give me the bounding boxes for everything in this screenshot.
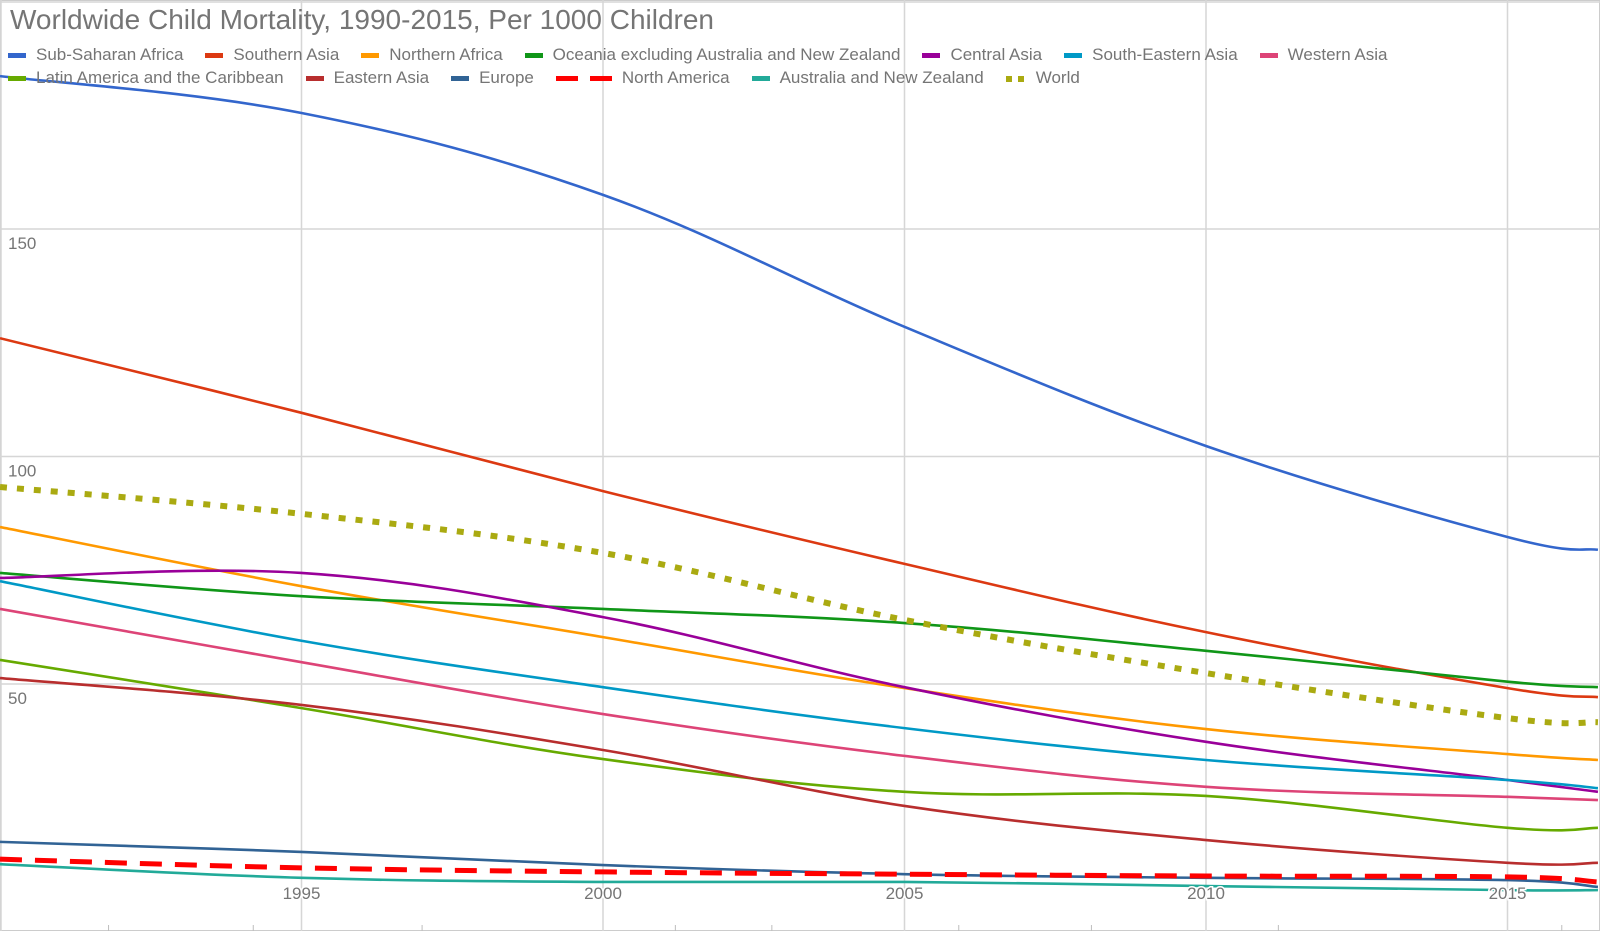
x-tick-label: 2000 xyxy=(584,884,622,903)
legend-swatch xyxy=(1064,52,1083,58)
chart-title: Worldwide Child Mortality, 1990-2015, Pe… xyxy=(10,4,714,35)
legend-swatch xyxy=(205,52,224,58)
series-line-south-eastern-asia xyxy=(0,579,1599,790)
series-line-eastern-asia xyxy=(0,676,1598,866)
legend-label: Sub-Saharan Africa xyxy=(36,45,184,64)
legend-item[interactable]: Oceania excluding Australia and New Zeal… xyxy=(524,45,901,65)
series-line-world xyxy=(0,483,1599,727)
legend-item[interactable]: Latin America and the Caribbean xyxy=(8,68,284,88)
legend-label: Latin America and the Caribbean xyxy=(36,68,284,87)
legend-item[interactable]: Sub-Saharan Africa xyxy=(8,45,183,65)
legend-swatch xyxy=(524,52,543,58)
series-line-southern-asia xyxy=(0,336,1599,699)
legend-label: South-Eastern Asia xyxy=(1092,45,1238,64)
series-line-europe xyxy=(0,840,1599,889)
series-line-sub-saharan-africa xyxy=(0,74,1599,552)
legend-label: Western Asia xyxy=(1287,45,1388,64)
x-tick-label: 2015 xyxy=(1489,884,1527,903)
legend-item[interactable]: Western Asia xyxy=(1259,45,1388,65)
series-line-central-asia xyxy=(0,569,1599,794)
legend-label: North America xyxy=(621,68,730,87)
legend-swatch xyxy=(451,75,470,81)
legend-item[interactable]: Central Asia xyxy=(922,45,1042,65)
legend-label: Australia and New Zealand xyxy=(779,68,984,87)
series-line-latin-america-and-the-caribbean xyxy=(0,658,1598,832)
legend-row-2: Latin America and the Caribbean Eastern A… xyxy=(8,68,1102,88)
legend-swatch xyxy=(751,75,770,81)
legend-label: Europe xyxy=(479,68,534,87)
legend-item[interactable]: North America xyxy=(555,68,730,88)
legend-swatch xyxy=(1259,52,1278,58)
series-line-north-america xyxy=(0,856,1599,885)
legend-item[interactable]: Southern Asia xyxy=(205,45,339,65)
legend-row-1: Sub-Saharan Africa Southern Asia Northern … xyxy=(8,45,1410,65)
y-axis-ticks: 50 100 150 xyxy=(8,234,36,708)
x-axis-ticks: 1995 2000 2005 2010 2015 xyxy=(281,883,1528,905)
legend-swatch xyxy=(8,52,26,58)
y-tick-label: 100 xyxy=(8,462,36,481)
y-tick-label: 150 xyxy=(8,234,36,253)
legend-label: Oceania excluding Australia and New Zeal… xyxy=(552,45,901,64)
legend-item[interactable]: Europe xyxy=(451,68,534,88)
legend-swatch xyxy=(555,75,612,81)
legend-swatch xyxy=(305,75,324,81)
legend-label: World xyxy=(1035,68,1080,87)
legend-item[interactable]: Eastern Asia xyxy=(305,68,430,88)
x-tick-label: 2005 xyxy=(886,884,924,903)
legend-swatch xyxy=(1005,75,1026,82)
legend-swatch xyxy=(922,52,941,58)
series-line-oceania-excluding-australia-and-new-zealand xyxy=(0,571,1599,689)
legend-swatch xyxy=(361,52,380,58)
legend-label: Central Asia xyxy=(950,45,1043,64)
series-line-western-asia xyxy=(0,607,1598,802)
legend-item[interactable]: World xyxy=(1005,68,1080,88)
series-line-australia-and-new-zealand xyxy=(0,862,1598,892)
legend-item[interactable]: South-Eastern Asia xyxy=(1064,45,1238,65)
x-tick-label: 1995 xyxy=(283,884,321,903)
legend-swatch xyxy=(8,75,26,81)
series-lines xyxy=(0,74,1599,892)
legend-label: Eastern Asia xyxy=(333,68,430,87)
series-line-northern-africa xyxy=(0,525,1599,762)
legend-label: Northern Africa xyxy=(389,45,503,64)
y-tick-label: 50 xyxy=(8,689,27,708)
legend-label: Southern Asia xyxy=(233,45,340,64)
legend-item[interactable]: Northern Africa xyxy=(361,45,503,65)
legend-item[interactable]: Australia and New Zealand xyxy=(751,68,984,88)
x-tick-label: 2010 xyxy=(1187,884,1225,903)
